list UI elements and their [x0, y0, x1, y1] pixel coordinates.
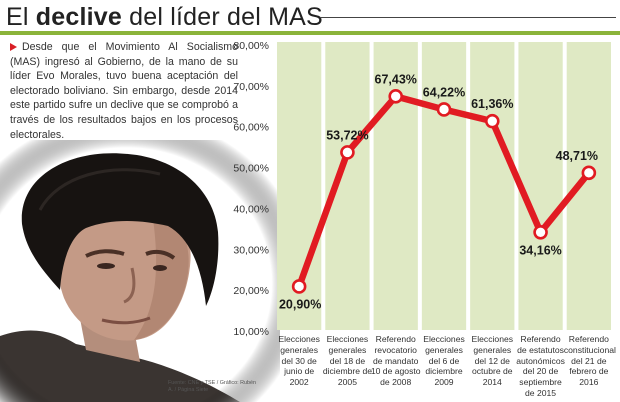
category-panel [421, 42, 467, 330]
data-point [484, 113, 500, 129]
title-suffix: del líder del MAS [121, 3, 323, 31]
y-tick-label: 60,00% [233, 122, 269, 134]
header: El declive del líder del MAS [0, 0, 620, 35]
header-accent-bar [0, 31, 620, 35]
data-value-label: 34,16% [519, 243, 561, 257]
data-value-label: 64,22% [423, 85, 465, 99]
title-bold-word: declive [35, 3, 122, 31]
data-value-label: 48,71% [556, 149, 598, 163]
x-category-label: Referendo revocatorio de mandato 10 de a… [370, 334, 421, 388]
data-value-label: 53,72% [326, 128, 368, 142]
x-category-label: Elecciones generales del 30 de junio de … [278, 334, 320, 388]
bullet-arrow-icon [10, 43, 17, 51]
title-prefix: El [6, 3, 36, 31]
y-tick-label: 10,00% [233, 326, 269, 338]
category-panel [566, 42, 611, 330]
y-tick-label: 50,00% [233, 163, 269, 175]
data-point [581, 165, 597, 181]
chart-series: 20,90% 53,72% 67,43% 64,22% 61,36% 34,16% 48,7… [279, 72, 598, 311]
y-tick-label: 20,00% [233, 285, 269, 297]
data-point [291, 279, 307, 294]
header-rule [320, 17, 616, 18]
data-point [388, 89, 404, 104]
x-category-label: Elecciones generales del 18 de diciembre… [322, 334, 373, 388]
y-tick-label: 70,00% [233, 81, 269, 93]
data-value-label: 67,43% [375, 72, 417, 86]
y-tick-label: 40,00% [233, 203, 269, 215]
data-point [533, 224, 548, 240]
intro-paragraph: Desde que el Movimiento Al Socialismo (M… [10, 40, 238, 142]
x-category-label: Elecciones generales del 6 de diciembre … [423, 334, 465, 388]
category-panel [518, 42, 563, 330]
portrait-illustration [0, 140, 280, 402]
source-credit: Fuente: CNE y TSE / Gráfico: Rubén A. / … [168, 380, 256, 393]
x-category-label: Referendo de estatutos autonómicos del 2… [516, 334, 565, 398]
data-value-label: 61,36% [471, 97, 513, 111]
intro-text: Desde que el Movimiento Al Socialismo (M… [10, 41, 238, 141]
data-point [436, 102, 452, 117]
y-tick-label: 30,00% [233, 244, 269, 256]
x-category-label: Elecciones generales del 12 de octubre d… [471, 334, 514, 388]
y-tick-label: 80,00% [233, 40, 269, 52]
category-panel [470, 42, 515, 330]
x-category-label: Referendo constitucional del 21 de febre… [563, 334, 616, 388]
data-point [340, 145, 355, 160]
page-title: El declive del líder del MAS [6, 2, 323, 32]
chart-y-axis: 80,00% 70,00% 60,00% 50,00% 40,00% 30,00% 20,0… [233, 40, 269, 338]
data-value-label: 20,90% [279, 297, 321, 311]
